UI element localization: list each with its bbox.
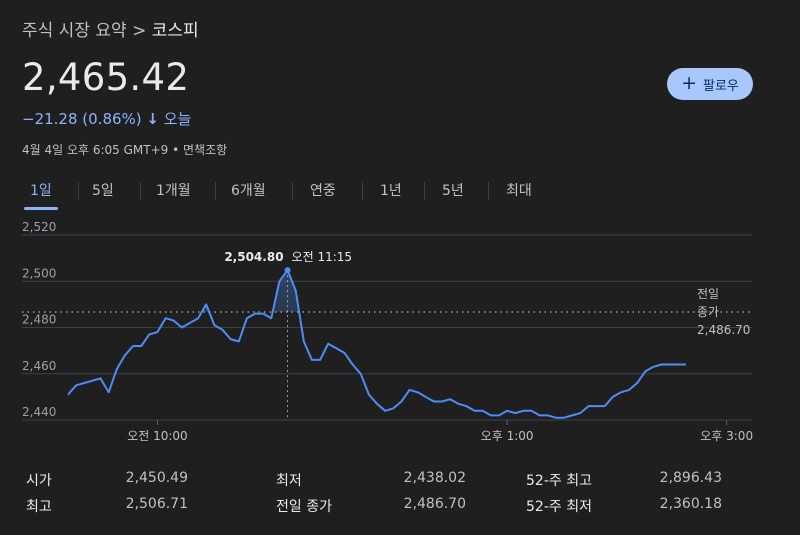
stat-value-52w-low: 2,360.18 — [659, 496, 722, 512]
crosshair-point — [284, 267, 291, 274]
tab-divider — [488, 182, 489, 200]
tab-divider — [362, 182, 363, 200]
tab-max[interactable]: 최대 — [506, 180, 532, 210]
stats-table: 시가 2,450.49 최저 2,438.02 52-주 최고 2,896.43… — [0, 462, 800, 522]
tab-divider — [140, 182, 141, 200]
stat-label-open: 시가 — [26, 473, 52, 489]
change-value: −21.28 (0.86%) — [22, 110, 142, 128]
tooltip-time: 오전 11:15 — [292, 250, 352, 264]
tab-5y[interactable]: 5년 — [442, 180, 464, 210]
y-tick-label: 2,500 — [22, 266, 56, 280]
follow-button-label: 팔로우 — [703, 78, 739, 94]
tab-label: 1개월 — [156, 183, 191, 199]
tooltip-value: 2,504.80 — [224, 250, 283, 264]
prev-close-value: 2,486.70 — [697, 323, 750, 337]
breadcrumb-separator: > — [132, 21, 147, 41]
breadcrumb-parent[interactable]: 주식 시장 요약 — [22, 21, 127, 41]
stat-value-low: 2,438.02 — [403, 470, 466, 486]
tab-6m[interactable]: 6개월 — [231, 180, 266, 210]
price-area-fill — [68, 270, 686, 313]
tab-label: 1일 — [30, 183, 52, 199]
tab-ytd[interactable]: 연중 — [310, 180, 336, 210]
tab-label: 5일 — [92, 183, 114, 199]
y-tick-label: 2,460 — [22, 359, 56, 373]
plus-icon: + — [681, 71, 698, 94]
tab-divider — [424, 182, 425, 200]
prev-close-label: 종가 — [697, 305, 719, 319]
tab-label: 5년 — [442, 183, 464, 199]
arrow-down-icon: ↓ — [146, 110, 159, 128]
price-line — [67, 269, 686, 419]
stat-label-low: 최저 — [276, 473, 302, 489]
change-period: 오늘 — [163, 110, 192, 128]
timestamp-disclaimer: 4월 4일 오후 6:05 GMT+9 • 면책조항 — [22, 143, 228, 157]
breadcrumb: 주식 시장 요약 > 코스피 — [22, 16, 199, 41]
stat-label-52w-low: 52-주 최저 — [526, 499, 592, 515]
stat-label-52w-high: 52-주 최고 — [526, 473, 592, 489]
active-tab-indicator — [24, 207, 58, 210]
tab-divider — [292, 182, 293, 200]
stat-value-open: 2,450.49 — [125, 470, 188, 486]
tab-label: 연중 — [310, 183, 336, 199]
tab-divider — [78, 182, 79, 200]
stat-label-high: 최고 — [26, 499, 52, 515]
tab-divider — [215, 182, 216, 200]
stat-label-prev-close: 전일 종가 — [276, 499, 332, 515]
tab-label: 1년 — [380, 183, 402, 199]
x-tick-label: 오전 10:00 — [127, 429, 187, 443]
y-tick-label: 2,520 — [22, 220, 56, 234]
y-tick-label: 2,440 — [22, 405, 56, 419]
prev-close-label: 전일 — [697, 287, 719, 301]
stat-value-prev-close: 2,486.70 — [403, 496, 466, 512]
stat-value-52w-high: 2,896.43 — [659, 470, 722, 486]
x-tick-label: 오후 1:00 — [481, 429, 534, 443]
tab-label: 6개월 — [231, 183, 266, 199]
tab-1y[interactable]: 1년 — [380, 180, 402, 210]
follow-button[interactable]: + 팔로우 — [667, 68, 753, 100]
price-change: −21.28 (0.86%) ↓ 오늘 — [22, 108, 191, 129]
breadcrumb-current: 코스피 — [151, 21, 199, 41]
tab-label: 최대 — [506, 183, 532, 199]
tab-1m[interactable]: 1개월 — [156, 180, 191, 210]
tab-5d[interactable]: 5일 — [92, 180, 114, 210]
x-tick-label: 오후 3:00 — [700, 429, 753, 443]
y-tick-label: 2,480 — [22, 313, 56, 327]
tab-1d[interactable]: 1일 — [24, 180, 58, 210]
current-price: 2,465.42 — [22, 56, 190, 99]
stat-value-high: 2,506.71 — [125, 496, 188, 512]
